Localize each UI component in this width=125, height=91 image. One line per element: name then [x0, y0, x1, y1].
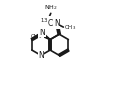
Text: N: N	[38, 51, 44, 60]
Text: NH$_2$: NH$_2$	[44, 4, 58, 12]
Text: N: N	[39, 28, 45, 37]
Text: CH$_3$: CH$_3$	[64, 23, 76, 32]
Text: CH$_3$: CH$_3$	[30, 32, 42, 41]
Text: N: N	[38, 30, 44, 39]
Text: N: N	[54, 19, 60, 28]
Text: $^{13}$C: $^{13}$C	[40, 16, 54, 29]
